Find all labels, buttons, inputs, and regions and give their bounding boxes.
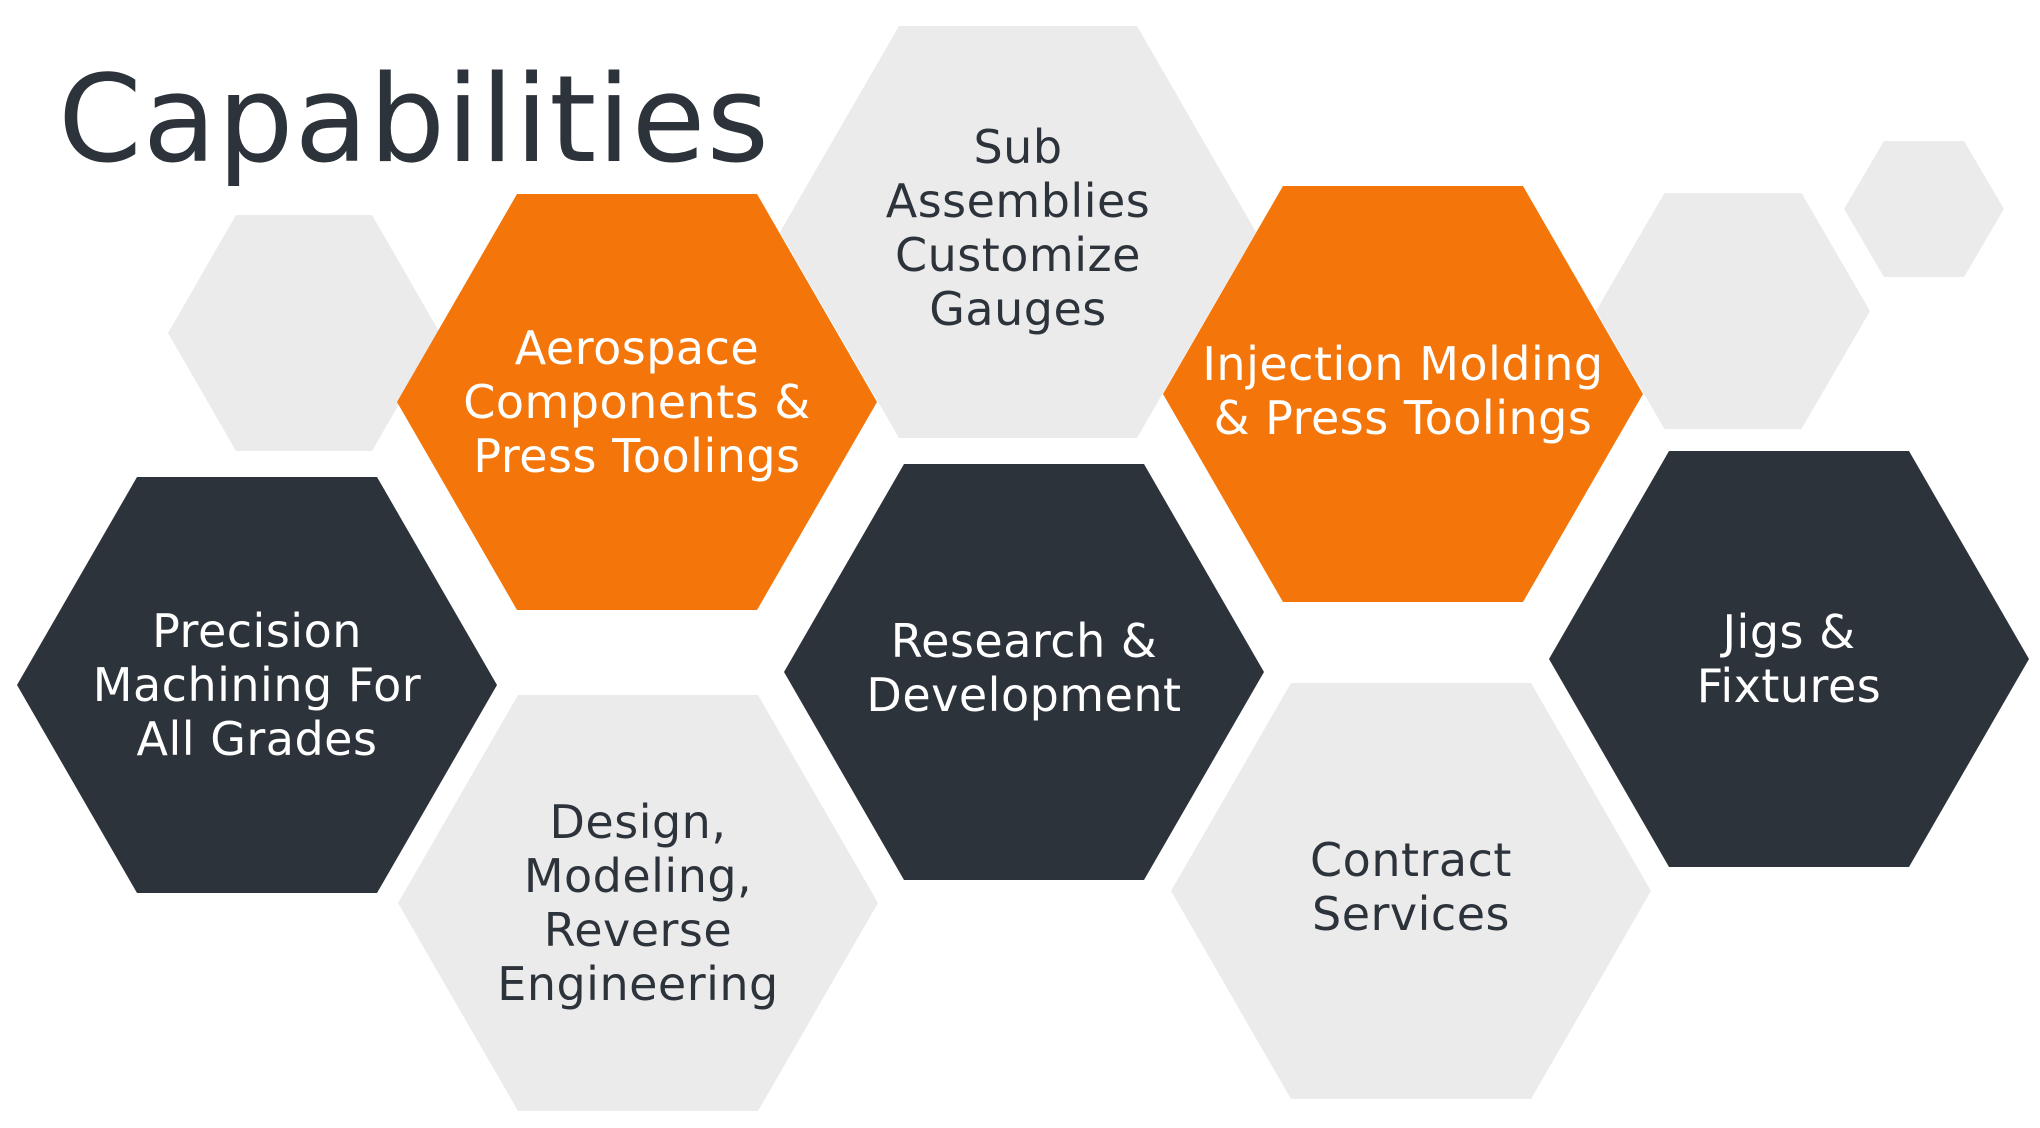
hex-precision-machining-label: Precision Machining For All Grades xyxy=(92,604,422,766)
decor-hex-right-small xyxy=(1844,141,2004,277)
hex-contract-services-label: Contract Services xyxy=(1310,833,1512,941)
hex-injection-molding-label: Injection Molding & Press Toolings xyxy=(1202,337,1604,445)
hex-contract-services xyxy=(1171,683,1651,1099)
hex-precision-machining xyxy=(17,477,497,893)
hex-aerospace xyxy=(397,194,877,610)
hex-research-development xyxy=(784,464,1264,880)
page-title: Capabilities xyxy=(58,51,770,190)
hex-jigs-fixtures-label: Jigs & Fixtures xyxy=(1696,605,1882,713)
hex-sub-assemblies-label: Sub Assemblies Customize Gauges xyxy=(885,120,1151,336)
hex-aerospace-label: Aerospace Components & Press Toolings xyxy=(463,321,811,483)
hex-design-modeling xyxy=(398,695,878,1111)
hex-sub-assemblies xyxy=(780,26,1256,438)
hex-design-modeling-label: Design, Modeling, Reverse Engineering xyxy=(497,795,779,1011)
hex-injection-molding xyxy=(1163,186,1643,602)
decor-hex-right-medium xyxy=(1596,193,1870,429)
hex-jigs-fixtures xyxy=(1549,451,2029,867)
hex-research-development-label: Research & Development xyxy=(866,614,1182,722)
decor-hex-left xyxy=(168,215,440,451)
